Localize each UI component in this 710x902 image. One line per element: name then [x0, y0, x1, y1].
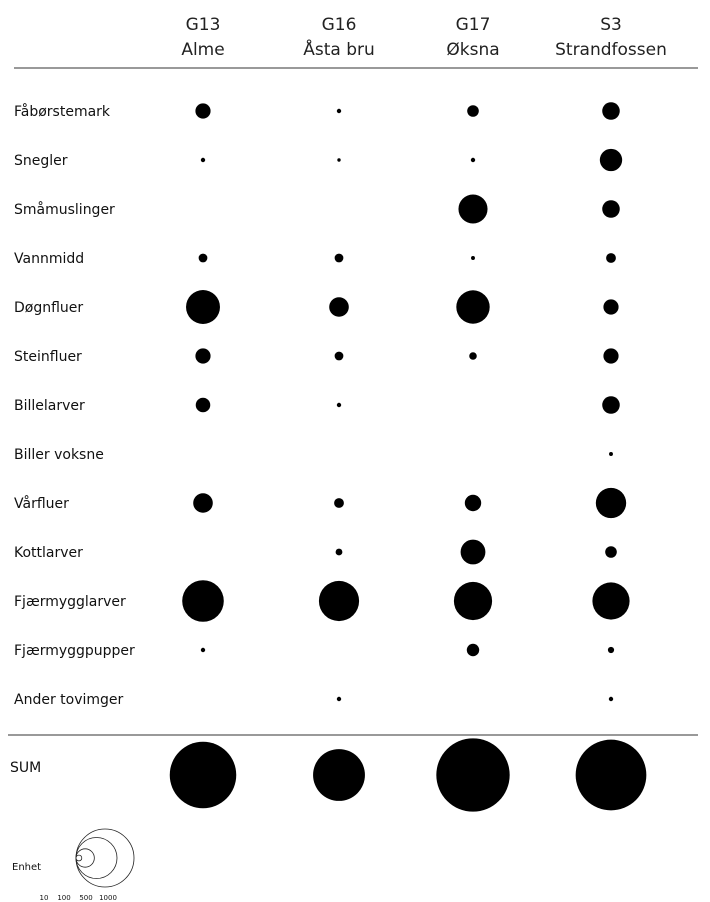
sum-dot	[169, 741, 237, 809]
legend-circle	[75, 828, 135, 888]
size-legend: Enhet 10 100 500 1000	[12, 828, 135, 902]
row-label: Snegler	[14, 153, 68, 169]
abundance-dot	[609, 452, 613, 456]
abundance-dot	[464, 494, 482, 512]
abundance-dot	[182, 580, 224, 622]
abundance-dot	[606, 253, 616, 263]
abundance-dot	[195, 397, 211, 413]
abundance-dot	[200, 647, 206, 653]
row-label: Fåbørstemark	[14, 103, 111, 120]
taxon-row: Småmuslinger	[14, 194, 620, 224]
legend-tick-label: 500	[79, 894, 92, 902]
abundance-dot	[599, 148, 623, 172]
abundance-dot	[193, 493, 213, 513]
abundance-dot	[466, 643, 480, 657]
taxon-row: Fåbørstemark	[14, 102, 620, 120]
taxon-row: Steinfluer	[14, 348, 619, 365]
abundance-dot	[329, 297, 349, 317]
row-label: Ander tovimger	[14, 692, 124, 708]
column-header-code: G16	[322, 15, 357, 35]
abundance-dot	[603, 348, 619, 364]
legend-tick-label: 100	[57, 894, 70, 902]
abundance-dot	[469, 352, 477, 360]
taxa-rows: Fåbørstemark Snegler Småmuslinger Vannmidd D…	[14, 102, 630, 708]
column-header-code: S3	[600, 15, 622, 35]
taxon-row: Biller voksne	[14, 447, 613, 463]
abundance-dot	[334, 351, 344, 361]
sum-dot	[575, 739, 647, 811]
column-header-name: Strandfossen	[555, 40, 667, 60]
row-label: Vårfluer	[14, 495, 69, 512]
taxon-row: Vannmidd	[14, 251, 616, 267]
abundance-dot	[336, 402, 342, 408]
abundance-dot	[595, 487, 627, 519]
abundance-dot	[186, 290, 220, 324]
abundance-dot	[607, 646, 615, 654]
abundance-dot	[602, 102, 620, 120]
abundance-dot	[318, 580, 360, 622]
taxon-row: Fjærmygglarver	[14, 580, 630, 622]
abundance-dot	[334, 253, 344, 263]
row-label: Biller voksne	[14, 447, 104, 463]
abundance-dot	[198, 253, 208, 263]
abundance-dot	[458, 194, 488, 224]
legend-tick-label: 10	[40, 894, 49, 902]
sum-row: SUM	[10, 738, 647, 812]
legend-circle	[75, 848, 95, 868]
taxon-row: Snegler	[14, 148, 623, 172]
legend-label: Enhet	[12, 862, 41, 873]
column-header-code: G17	[456, 15, 491, 35]
abundance-dot	[456, 290, 490, 324]
column-header-name: Alme	[181, 40, 224, 60]
abundance-dot	[602, 200, 620, 218]
abundance-dot	[467, 105, 479, 117]
abundance-dot	[337, 158, 341, 162]
column-header-name: Øksna	[446, 40, 499, 60]
taxon-row: Billelarver	[14, 396, 620, 414]
sum-dot	[436, 738, 510, 812]
taxon-row: Ander tovimger	[14, 692, 614, 708]
abundance-dot	[453, 581, 493, 621]
row-label: Fjærmygglarver	[14, 594, 126, 610]
row-label: Billelarver	[14, 398, 85, 414]
taxon-row: Kottlarver	[14, 539, 617, 565]
abundance-dot	[335, 548, 343, 556]
taxon-row: Døgnfluer	[14, 290, 619, 324]
row-label: Vannmidd	[14, 251, 84, 267]
abundance-dot	[336, 108, 342, 114]
column-headers: G13 Alme G16 Åsta bru G17 Øksna S3 Strandfossen	[181, 15, 667, 60]
abundance-dot	[470, 157, 476, 163]
abundance-dot	[200, 157, 206, 163]
taxon-row: Vårfluer	[14, 487, 627, 519]
sum-label: SUM	[10, 760, 41, 776]
row-label: Fjærmyggpupper	[14, 643, 135, 659]
row-label: Kottlarver	[14, 545, 83, 561]
row-label: Steinfluer	[14, 349, 82, 365]
abundance-dot	[471, 256, 475, 260]
legend-tick-label: 1000	[99, 894, 117, 902]
row-label: Døgnfluer	[14, 300, 83, 316]
abundance-dot	[602, 396, 620, 414]
abundance-dot	[195, 103, 211, 119]
row-label: Småmuslinger	[14, 201, 115, 218]
sum-dot	[313, 749, 365, 801]
column-header-name: Åsta bru	[303, 38, 375, 60]
abundance-dot	[336, 696, 342, 702]
abundance-dot	[603, 299, 619, 315]
column-header-code: G13	[186, 15, 221, 35]
abundance-dot	[605, 546, 617, 558]
abundance-dot	[592, 582, 630, 620]
abundance-dot	[608, 696, 614, 702]
legend-circle	[75, 854, 83, 862]
abundance-dot	[195, 348, 211, 364]
abundance-dot	[334, 498, 344, 508]
abundance-dot	[460, 539, 486, 565]
taxon-row: Fjærmyggpupper	[14, 643, 615, 659]
